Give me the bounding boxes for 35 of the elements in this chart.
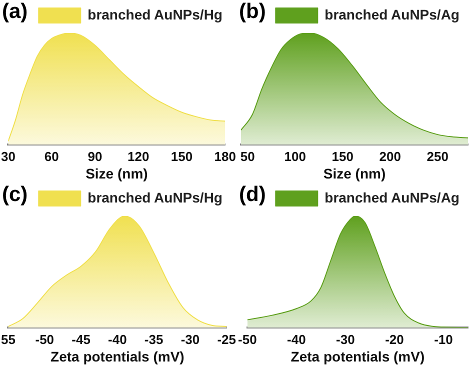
chart-title: (c) (2, 183, 28, 207)
x-tick-label: 120 (128, 148, 150, 164)
x-tick-label: 100 (284, 148, 306, 164)
legend-label: branched AuNPs/Hg (88, 6, 222, 22)
chart-title: (a) (2, 0, 28, 24)
x-tick-label: 150 (332, 148, 354, 164)
x-tick-label: 180 (214, 148, 236, 164)
x-tick-label: 60 (44, 148, 59, 164)
x-tick-label: -50 (238, 332, 257, 347)
x-tick-label: -30 (336, 332, 355, 347)
x-axis-title: Zeta potentials (mV) (50, 348, 184, 364)
x-tick-label: -45 (72, 332, 90, 347)
x-tick-label: 200 (379, 148, 401, 164)
x-tick-label: -20 (385, 332, 404, 347)
x-tick-label: 250 (426, 148, 448, 164)
x-axis-title: Zeta potentials (mV) (290, 348, 425, 364)
x-tick-label: 30 (0, 148, 16, 164)
chart-title: (d) (239, 183, 266, 207)
x-tick-label: -25 (217, 332, 236, 347)
x-tick-label: -40 (287, 332, 306, 347)
legend-label: branched AuNPs/Ag (324, 189, 460, 206)
x-tick-label: 150 (170, 148, 193, 164)
x-tick-label: 55 (0, 332, 16, 347)
legend-label: branched AuNPs/Hg (88, 189, 222, 206)
x-tick-label: -35 (144, 332, 164, 347)
x-tick-label: -40 (108, 332, 127, 347)
legend-label: branched AuNPs/Ag (324, 6, 460, 22)
x-tick-label: 90 (88, 148, 102, 164)
x-tick-label: 50 (240, 148, 255, 164)
x-tick-label: -30 (180, 332, 200, 347)
x-tick-label: -50 (35, 332, 54, 347)
x-axis-title: Size (nm) (323, 165, 386, 182)
x-tick-label: -10 (434, 332, 453, 347)
x-axis-title: Size (nm) (86, 165, 148, 182)
chart-title: (b) (239, 0, 266, 24)
